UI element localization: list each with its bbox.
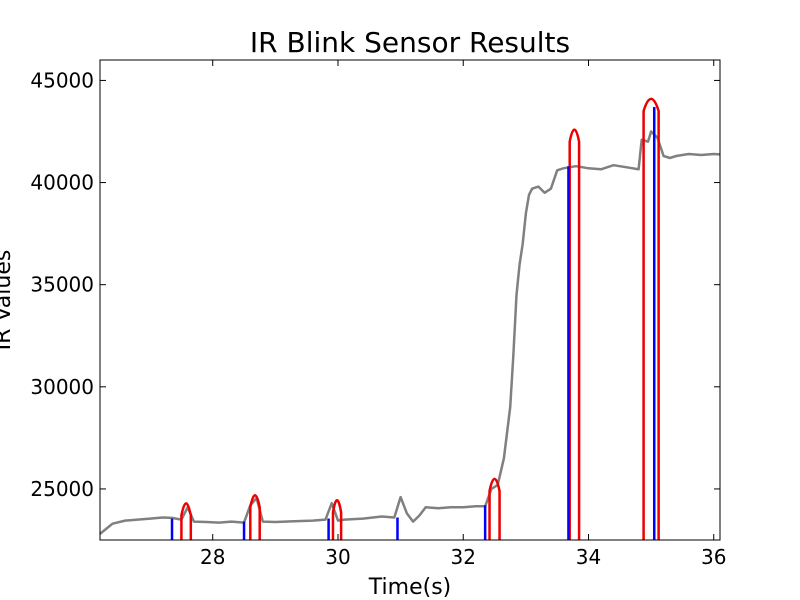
- x-tick-label: 36: [701, 545, 726, 569]
- x-tick-label: 32: [451, 545, 476, 569]
- plot-frame: [99, 59, 721, 541]
- y-axis: 25000 30000 35000 40000 45000: [30, 68, 720, 501]
- blink-peak-marker: [249, 493, 261, 540]
- blink-peak-marker: [568, 128, 581, 540]
- blink-peak-marker: [642, 97, 660, 540]
- x-tick-label: 28: [200, 545, 225, 569]
- chart-title: IR Blink Sensor Results: [250, 26, 570, 59]
- blink-peak-marker: [488, 477, 501, 540]
- y-tick-label: 30000: [30, 375, 94, 399]
- x-tick-label: 30: [325, 545, 350, 569]
- x-axis-label: Time(s): [368, 575, 451, 600]
- plot-area: [99, 97, 721, 540]
- x-tick-label: 34: [576, 545, 601, 569]
- y-axis-label: IR Values: [0, 250, 16, 351]
- y-tick-label: 35000: [30, 273, 94, 297]
- blink-peak-marker: [180, 502, 193, 540]
- y-tick-label: 25000: [30, 477, 94, 501]
- signal-line: [99, 130, 721, 535]
- x-axis: 28 30 32 34 36: [200, 60, 726, 569]
- y-tick-label: 45000: [30, 68, 94, 92]
- blink-peak-marker: [331, 499, 343, 540]
- y-tick-label: 40000: [30, 171, 94, 195]
